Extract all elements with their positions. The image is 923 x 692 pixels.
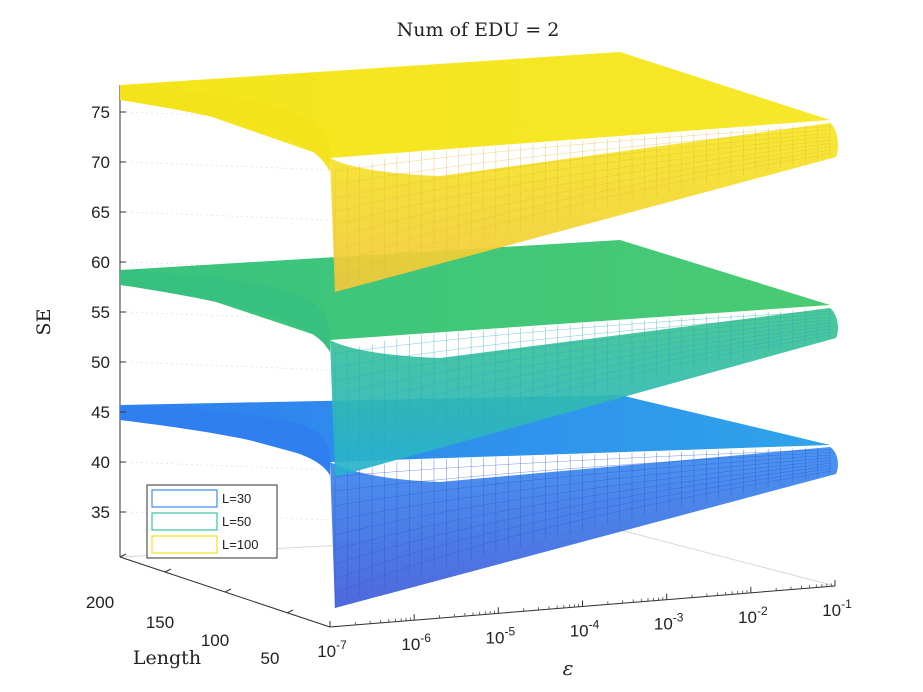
epsilon-tick-label: 10-2 (738, 604, 768, 627)
mesh-line (334, 126, 831, 172)
length-tick-label: 150 (146, 613, 174, 632)
se-tick-label: 50 (91, 353, 110, 372)
epsilon-tick-label: 10-5 (486, 624, 516, 647)
se-gridline (125, 461, 331, 471)
se-tick-label: 55 (91, 303, 110, 322)
length-tick-mark (119, 553, 127, 558)
epsilon-tick-label: 10-1 (822, 597, 852, 620)
se-tick-label: 65 (91, 203, 110, 222)
se-axis-label: SE (33, 309, 55, 336)
mesh-line (334, 319, 831, 396)
epsilon-axis-label: ε (563, 656, 574, 680)
mesh-line (334, 146, 831, 253)
length-tick-mark (224, 588, 232, 593)
series-l100-curl (120, 85, 331, 172)
mesh-line (334, 471, 831, 594)
epsilon-tick-label: 10-3 (654, 611, 684, 634)
legend: L=30 L=50 L=100 (146, 484, 278, 559)
se-gridline (125, 161, 331, 171)
mesh-line (334, 328, 831, 437)
se-tick-label: 45 (91, 403, 110, 422)
se-tick-label: 40 (91, 453, 110, 472)
series-l50-front (330, 308, 838, 477)
legend-item-l50: L=50 (151, 512, 251, 531)
series-l50 (120, 240, 838, 477)
mesh-line (334, 462, 831, 550)
legend-swatch-l50 (151, 512, 218, 531)
mesh-line (334, 136, 831, 212)
length-axis-label: Length (133, 647, 201, 669)
length-tick-label: 50 (261, 649, 280, 668)
se-tick-label: 35 (91, 503, 110, 522)
chart-title: Num of EDU = 2 (397, 19, 560, 41)
mesh-line (334, 310, 831, 354)
mesh-line (334, 331, 831, 450)
mesh-line (334, 149, 831, 266)
epsilon-tick-label: 10-6 (401, 631, 431, 654)
mesh-line (334, 454, 831, 507)
mesh-line (334, 316, 831, 382)
length-tick-mark (286, 609, 294, 614)
se-tick-label: 75 (91, 103, 110, 122)
mesh-line (334, 313, 831, 368)
mesh-line (334, 143, 831, 239)
mesh-line (334, 153, 831, 279)
mesh-line (334, 139, 831, 226)
legend-label-l100: L=100 (222, 537, 259, 552)
legend-swatch-l100 (151, 535, 218, 554)
se-tick-label: 70 (91, 153, 110, 172)
length-tick-label: 100 (201, 631, 229, 650)
mesh-line (334, 452, 831, 492)
series-l30-front (330, 447, 838, 608)
mesh-line (334, 322, 831, 409)
epsilon-tick-label: 10-4 (570, 618, 600, 641)
se-gridline (125, 361, 331, 371)
mesh-line (334, 465, 831, 565)
se-gridline (125, 211, 331, 221)
se-tick-label: 60 (91, 253, 110, 272)
mesh-line (334, 460, 831, 536)
se-ticks: 35 40 45 50 55 60 65 70 75 (91, 103, 126, 522)
mesh-line (334, 449, 831, 477)
length-tick-mark (164, 568, 172, 573)
surface-mesh (334, 123, 831, 608)
mesh-line (334, 129, 831, 186)
legend-swatch-l30 (151, 489, 218, 508)
legend-label-l30: L=30 (222, 491, 251, 506)
length-ticks: 200 150 100 50 (86, 553, 294, 668)
mesh-line (334, 325, 831, 423)
epsilon-ticks: 10-7 10-6 10-5 10-4 10-3 10-2 10-1 (317, 580, 852, 661)
series-l50-curl (120, 270, 331, 352)
series-l30-curl (120, 405, 331, 475)
legend-item-l30: L=30 (151, 489, 251, 508)
epsilon-tick-label: 10-7 (317, 638, 347, 661)
legend-label-l50: L=50 (222, 514, 251, 529)
mesh-line (334, 132, 831, 199)
mesh-line (334, 468, 831, 580)
mesh-line (334, 457, 831, 521)
length-tick-label: 200 (86, 593, 114, 612)
se-gridline (125, 511, 331, 521)
mesh-line (334, 334, 831, 464)
legend-item-l100: L=100 (151, 535, 259, 554)
